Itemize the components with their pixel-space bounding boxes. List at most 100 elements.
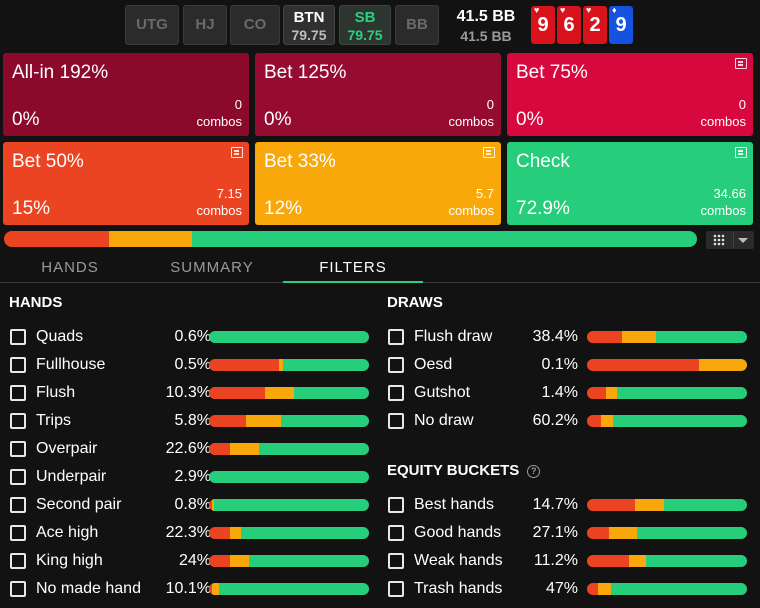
filter-checkbox[interactable]	[388, 581, 404, 597]
position-utg[interactable]: UTG	[125, 5, 179, 45]
filter-checkbox[interactable]	[10, 413, 26, 429]
filter-row[interactable]: Trash hands 47%	[388, 578, 747, 600]
filter-row[interactable]: Quads 0.6%	[10, 326, 369, 348]
filter-row[interactable]: Weak hands 11.2%	[388, 550, 747, 572]
position-hj[interactable]: HJ	[183, 5, 227, 45]
tab-hands[interactable]: HANDS	[41, 259, 99, 276]
action-pct: 0%	[12, 109, 40, 130]
filter-checkbox[interactable]	[388, 385, 404, 401]
strategy-icon[interactable]	[735, 58, 747, 69]
filter-checkbox[interactable]	[388, 413, 404, 429]
action-tile-allin[interactable]: All-in 192% 0% 0 combos	[3, 53, 249, 136]
equity-title-text: EQUITY BUCKETS	[387, 462, 520, 479]
filter-percentage: 11.2%	[533, 552, 578, 569]
strategy-icon[interactable]	[735, 147, 747, 158]
position-label: SB	[354, 9, 376, 26]
bar-segment	[655, 331, 747, 343]
filter-row[interactable]: Best hands 14.7%	[388, 494, 747, 516]
filter-percentage: 60.2%	[532, 412, 578, 429]
filter-row[interactable]: King high 24%	[10, 550, 369, 572]
question-circle-icon[interactable]: ?	[527, 465, 541, 478]
position-co[interactable]: CO	[230, 5, 280, 45]
filter-row[interactable]: Overpair 22.6%	[10, 438, 369, 460]
pot-sub: 41.5 BB	[460, 28, 512, 44]
filter-row[interactable]: No draw 60.2%	[388, 410, 747, 432]
filter-strategy-bar	[209, 387, 369, 399]
combos-value: 0	[738, 97, 746, 112]
action-tile-bet-125[interactable]: Bet 125% 0% 0 combos	[255, 53, 501, 136]
freq-segment-bet-33	[108, 231, 192, 247]
bar-segment	[598, 583, 611, 595]
filter-row[interactable]: No made hand 10.1%	[10, 578, 369, 600]
filter-row[interactable]: Second pair 0.8%	[10, 494, 369, 516]
filter-row[interactable]: Oesd 0.1%	[388, 354, 747, 376]
bar-segment	[293, 387, 369, 399]
bar-segment	[240, 527, 369, 539]
grid-icon	[713, 234, 725, 246]
position-stack: 79.75	[291, 27, 327, 43]
position-btn[interactable]: BTN 79.75	[283, 5, 335, 45]
pot-main: 41.5 BB	[456, 8, 516, 25]
bar-segment	[209, 527, 230, 539]
filter-checkbox[interactable]	[10, 525, 26, 541]
filter-checkbox[interactable]	[388, 329, 404, 345]
bar-segment	[229, 443, 259, 455]
filter-checkbox[interactable]	[10, 329, 26, 345]
filter-strategy-bar	[587, 499, 747, 511]
filter-label: Fullhouse	[36, 356, 106, 373]
filter-checkbox[interactable]	[10, 357, 26, 373]
filter-strategy-bar	[587, 555, 747, 567]
filter-checkbox[interactable]	[10, 469, 26, 485]
filter-row[interactable]: Trips 5.8%	[10, 410, 369, 432]
bar-segment	[213, 499, 369, 511]
filter-percentage: 1.4%	[541, 384, 578, 401]
filter-strategy-bar	[587, 359, 747, 371]
filter-percentage: 38.4%	[532, 328, 578, 345]
position-sb[interactable]: SB 79.75	[339, 5, 391, 45]
position-bb[interactable]: BB	[395, 5, 439, 45]
action-tile-bet-50[interactable]: Bet 50% 15% 7.15 combos	[3, 142, 249, 225]
bar-segment	[279, 359, 283, 371]
card-rank: 9	[537, 14, 549, 36]
filter-row[interactable]: Underpair 2.9%	[10, 466, 369, 488]
action-name: Bet 33%	[264, 151, 336, 172]
tab-summary[interactable]: SUMMARY	[170, 259, 254, 276]
filter-row[interactable]: Gutshot 1.4%	[388, 382, 747, 404]
bar-segment	[229, 527, 241, 539]
filter-label: Second pair	[36, 496, 122, 513]
filter-percentage: 24%	[178, 552, 211, 569]
action-name: Bet 50%	[12, 151, 84, 172]
filter-checkbox[interactable]	[10, 441, 26, 457]
board-card: ♥ 2	[583, 5, 607, 44]
combos-value: 0	[234, 97, 242, 112]
strategy-icon[interactable]	[483, 147, 495, 158]
filter-checkbox[interactable]	[10, 553, 26, 569]
filter-checkbox[interactable]	[388, 553, 404, 569]
filter-checkbox[interactable]	[388, 497, 404, 513]
action-tile-check[interactable]: Check 72.9% 34.66 combos	[507, 142, 753, 225]
filter-row[interactable]: Flush draw 38.4%	[388, 326, 747, 348]
filter-row[interactable]: Ace high 22.3%	[10, 522, 369, 544]
bar-segment	[265, 387, 294, 399]
filter-checkbox[interactable]	[10, 497, 26, 513]
filter-row[interactable]: Good hands 27.1%	[388, 522, 747, 544]
filter-row[interactable]: Flush 10.3%	[10, 382, 369, 404]
tab-filters[interactable]: FILTERS	[283, 255, 423, 283]
action-tile-bet-75[interactable]: Bet 75% 0% 0 combos	[507, 53, 753, 136]
filter-checkbox[interactable]	[388, 525, 404, 541]
filter-checkbox[interactable]	[388, 357, 404, 373]
action-tile-bet-33[interactable]: Bet 33% 12% 5.7 combos	[255, 142, 501, 225]
bar-segment	[587, 359, 699, 371]
filter-strategy-bar	[209, 583, 369, 595]
combos-label: combos	[448, 114, 494, 129]
bar-segment	[609, 527, 637, 539]
hands-section-title: HANDS	[9, 294, 63, 311]
strategy-icon[interactable]	[231, 147, 243, 158]
bar-segment	[601, 415, 613, 427]
filter-row[interactable]: Fullhouse 0.5%	[10, 354, 369, 376]
bar-segment	[280, 415, 369, 427]
filter-checkbox[interactable]	[10, 581, 26, 597]
diamond-icon: ♦	[612, 5, 617, 15]
filter-checkbox[interactable]	[10, 385, 26, 401]
grid-view-dropdown[interactable]	[706, 231, 754, 249]
